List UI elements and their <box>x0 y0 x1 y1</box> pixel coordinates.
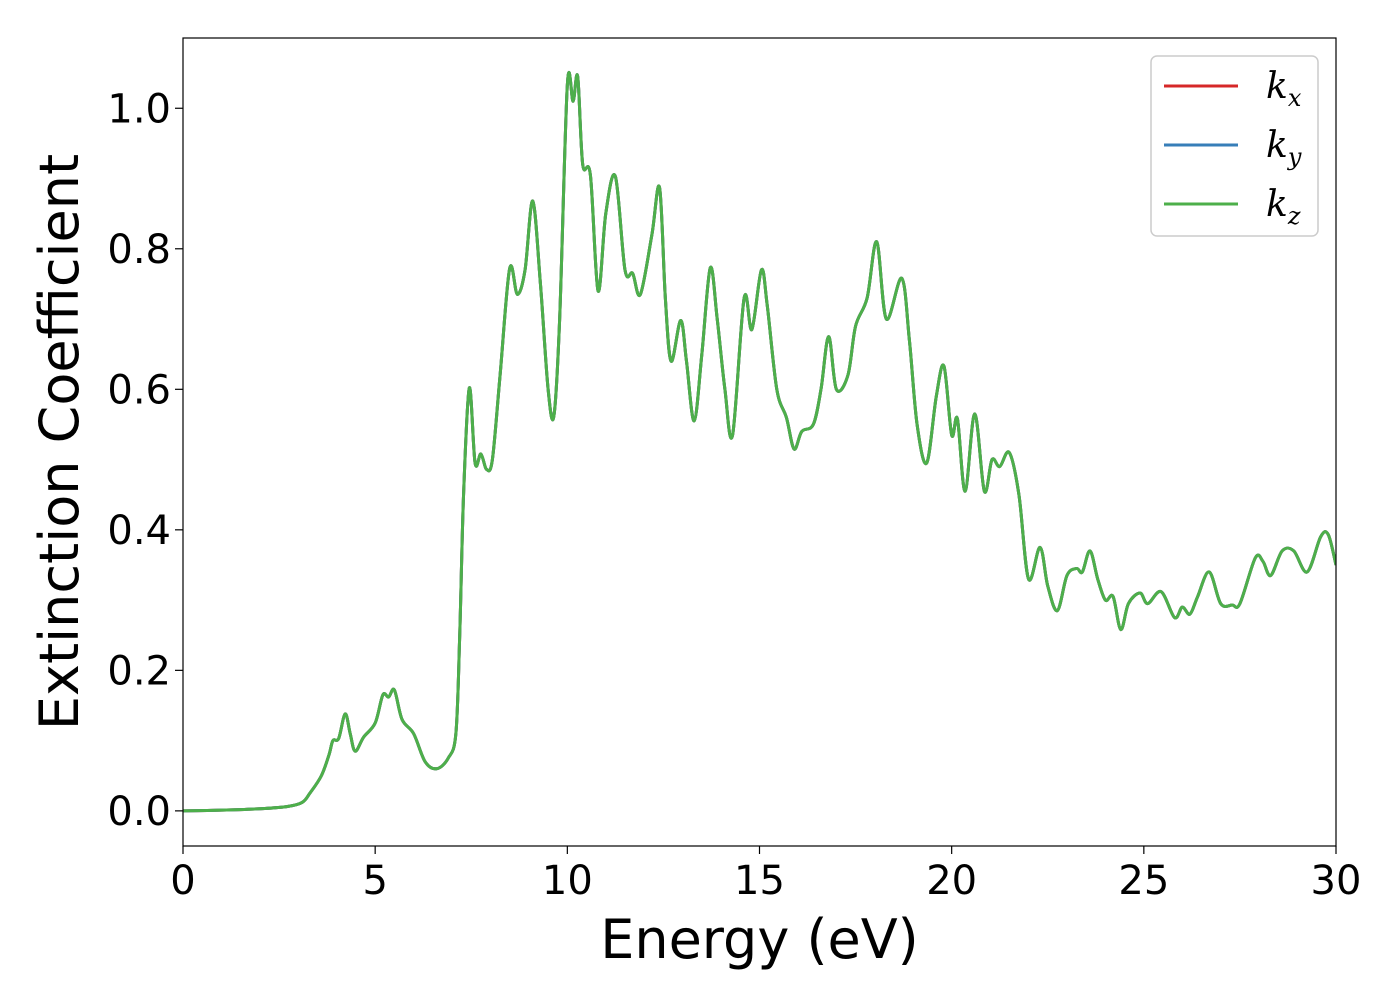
x-tick-label: 0 <box>170 858 195 904</box>
y-tick-label: 0.2 <box>107 648 171 694</box>
y-tick-label: 0.4 <box>107 508 171 554</box>
legend: kx ky kz <box>1150 55 1319 237</box>
y-tick-label: 0.0 <box>107 789 171 835</box>
series-layer <box>183 71 1336 813</box>
y-tick-label: 0.8 <box>107 227 171 273</box>
x-tick-label: 20 <box>926 858 977 904</box>
legend-label-kx: kx <box>1266 66 1302 112</box>
ticks-layer: 0 5 10 15 20 25 30 0.0 0.2 0.4 0.6 0.8 1.0 <box>107 86 1361 904</box>
x-tick-label: 10 <box>542 858 593 904</box>
x-tick-label: 15 <box>734 858 785 904</box>
series-line-kz <box>183 71 1336 813</box>
legend-label-ky: ky <box>1266 125 1302 171</box>
x-axis-title: Energy (eV) <box>600 908 919 971</box>
x-tick-label: 25 <box>1118 858 1169 904</box>
legend-label-kz: kz <box>1266 184 1301 230</box>
y-axis-title: Extinction Coefficient <box>28 154 91 730</box>
x-tick-label: 30 <box>1311 858 1362 904</box>
y-tick-label: 1.0 <box>107 86 171 132</box>
y-tick-label: 0.6 <box>107 367 171 413</box>
x-tick-label: 5 <box>362 858 387 904</box>
